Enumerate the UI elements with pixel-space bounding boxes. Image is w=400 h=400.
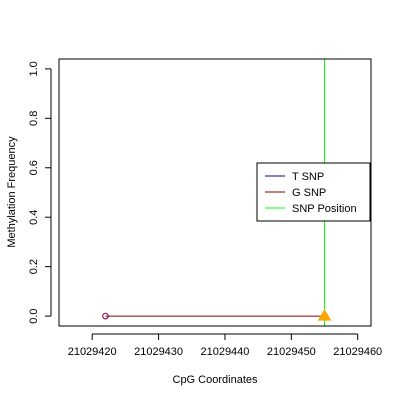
- y-tick-label: 0.2: [28, 259, 40, 274]
- y-tick-label: 0.6: [28, 160, 40, 175]
- x-tick-label: 21029440: [200, 346, 249, 358]
- legend-label: SNP Position: [292, 203, 357, 215]
- x-axis-label: CpG Coordinates: [173, 374, 258, 386]
- x-tick-label: 21029430: [134, 346, 183, 358]
- y-axis: 0.0 0.2 0.4 0.6 0.8 1.0: [28, 61, 52, 324]
- x-tick-label: 21029420: [68, 346, 117, 358]
- x-tick-label: 21029460: [333, 346, 382, 358]
- legend-label: T SNP: [292, 171, 324, 183]
- y-tick-label: 1.0: [28, 61, 40, 76]
- x-tick-label: 21029450: [267, 346, 316, 358]
- legend-box: [256, 162, 371, 222]
- y-tick-label: 0.8: [28, 111, 40, 126]
- snp-triangle-marker: [317, 309, 332, 321]
- x-axis: 21029420 21029430 21029440 21029450 21029460: [68, 333, 382, 358]
- y-tick-label: 0.0: [28, 308, 40, 323]
- legend: T SNP G SNP SNP Position: [256, 162, 371, 222]
- plot-frame: [58, 58, 372, 327]
- data-point-circle: [102, 312, 109, 320]
- y-axis-label: Methylation Frequency: [6, 136, 18, 248]
- legend-label: G SNP: [292, 187, 326, 199]
- y-tick-label: 0.4: [28, 210, 40, 225]
